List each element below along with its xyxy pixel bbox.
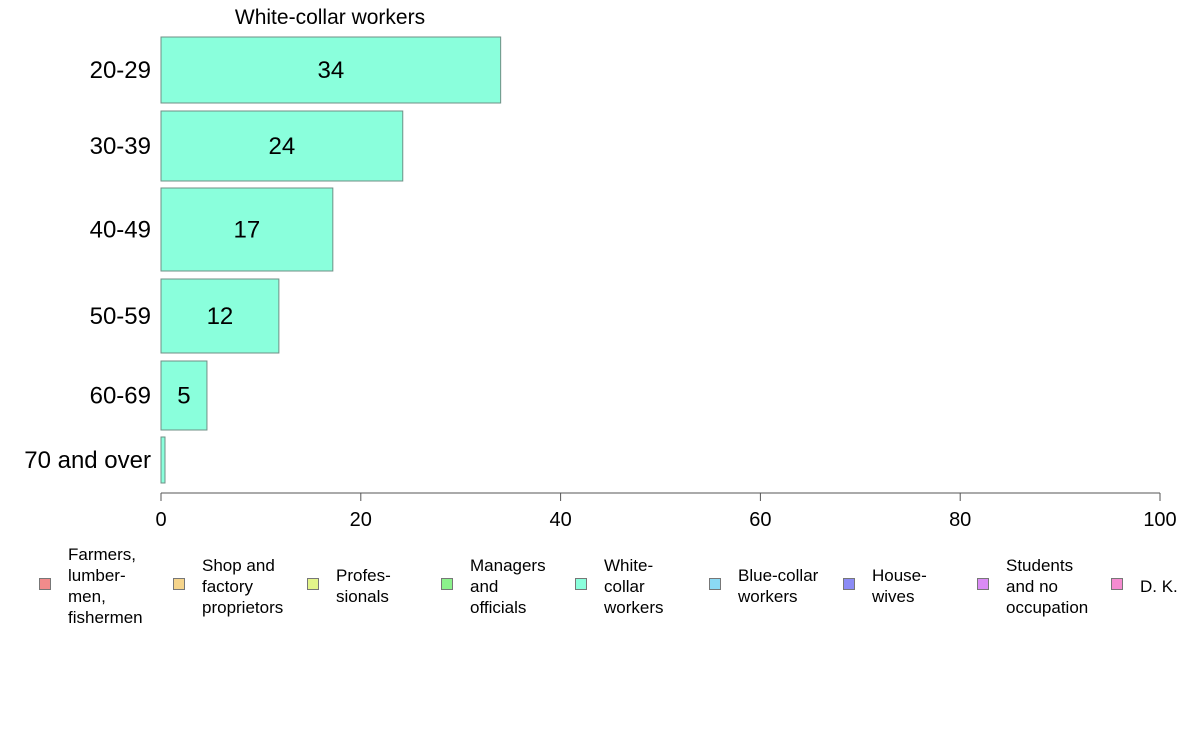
legend-label-line: factory bbox=[202, 576, 254, 596]
legend-label-line: lumber- bbox=[68, 566, 126, 585]
legend-item: Farmers, lumber-men, fishermen bbox=[39, 544, 143, 628]
legend-label: White-collar workers bbox=[604, 544, 664, 618]
legend-label: D. K. bbox=[1140, 544, 1178, 597]
legend-item: Shop and factory proprietors bbox=[173, 544, 283, 618]
bar bbox=[160, 36, 502, 104]
legend-label-line: and no bbox=[1006, 576, 1058, 596]
legend-label-line: sionals bbox=[336, 587, 389, 606]
data-label: 24 bbox=[269, 133, 296, 160]
legend-swatch bbox=[441, 578, 453, 590]
bar bbox=[160, 278, 280, 354]
category-label: 50-59 bbox=[90, 303, 151, 330]
x-tick-label: 80 bbox=[949, 509, 971, 531]
bar bbox=[160, 187, 334, 272]
legend-swatch bbox=[307, 578, 319, 590]
legend-label-line: men, bbox=[68, 587, 106, 606]
legend-label-line: collar bbox=[604, 576, 645, 596]
legend-item: Profes-sionals bbox=[307, 544, 391, 607]
legend-swatch bbox=[575, 578, 587, 590]
legend-item: Students and no occupation bbox=[977, 544, 1088, 618]
legend-label-line: occupation bbox=[1006, 597, 1089, 617]
legend-swatch bbox=[843, 578, 855, 590]
legend-item: Blue-collar workers bbox=[709, 544, 818, 607]
legend-label-line: proprietors bbox=[202, 597, 284, 617]
legend-item: D. K. bbox=[1111, 544, 1178, 597]
legend-label: Blue-collar workers bbox=[738, 544, 818, 607]
legend-label-line: Students bbox=[1006, 555, 1074, 575]
x-axis: 0 20 40 60 80 100 bbox=[155, 492, 1177, 531]
legend-label-line: Farmers, bbox=[68, 545, 136, 564]
legend-label-line: wives bbox=[872, 587, 915, 606]
legend-label-line: White- bbox=[604, 555, 654, 575]
category-label: 60-69 bbox=[90, 383, 151, 410]
legend-label-line: workers bbox=[738, 587, 798, 606]
bar bbox=[160, 110, 404, 182]
legend-label-line: D. K. bbox=[1140, 576, 1178, 596]
legend-label: Profes-sionals bbox=[336, 544, 391, 607]
x-tick-label: 20 bbox=[350, 509, 372, 531]
legend-label-line: and bbox=[470, 576, 499, 596]
legend-label: Shop and factory proprietors bbox=[202, 544, 283, 618]
legend-label-line: Blue-collar bbox=[738, 566, 819, 585]
legend-label-line: Profes- bbox=[336, 566, 391, 585]
x-tick-label: 60 bbox=[749, 509, 771, 531]
legend-item: White-collar workers bbox=[575, 544, 664, 618]
bars: 20-29 34 30-39 24 40-49 17 50-59 12 60-69 5 70 and… bbox=[24, 36, 502, 484]
legend-swatch bbox=[977, 578, 989, 590]
legend-item: Managers and officials bbox=[441, 544, 546, 618]
legend-label-line: fishermen bbox=[68, 608, 143, 627]
legend-label-line: House- bbox=[872, 566, 927, 585]
x-tick-label: 100 bbox=[1143, 509, 1176, 531]
data-label: 17 bbox=[234, 217, 261, 244]
legend-swatch bbox=[1111, 578, 1123, 590]
data-label: 34 bbox=[317, 57, 344, 84]
legend-item: House-wives bbox=[843, 544, 927, 607]
category-label: 20-29 bbox=[90, 57, 151, 84]
x-tick-label: 0 bbox=[155, 509, 166, 531]
legend-label-line: Shop and bbox=[202, 555, 275, 575]
legend-swatch bbox=[173, 578, 185, 590]
category-label: 30-39 bbox=[90, 133, 151, 160]
legend-swatch bbox=[39, 578, 51, 590]
x-tick-label: 40 bbox=[549, 509, 571, 531]
category-label: 70 and over bbox=[24, 447, 151, 474]
legend-label: House-wives bbox=[872, 544, 927, 607]
legend-label: Students and no occupation bbox=[1006, 544, 1088, 618]
data-label: 5 bbox=[177, 383, 190, 410]
legend-label: Farmers, lumber-men, fishermen bbox=[68, 544, 143, 628]
chart-title: White-collar workers bbox=[235, 6, 425, 29]
legend-label: Managers and officials bbox=[470, 544, 546, 618]
legend-label-line: workers bbox=[604, 597, 664, 617]
legend-label-line: Managers bbox=[470, 555, 546, 575]
category-label: 40-49 bbox=[90, 217, 151, 244]
legend-label-line: officials bbox=[470, 597, 527, 617]
data-label: 12 bbox=[207, 303, 234, 330]
bar bbox=[160, 360, 208, 431]
legend-swatch bbox=[709, 578, 721, 590]
bar bbox=[160, 436, 166, 484]
